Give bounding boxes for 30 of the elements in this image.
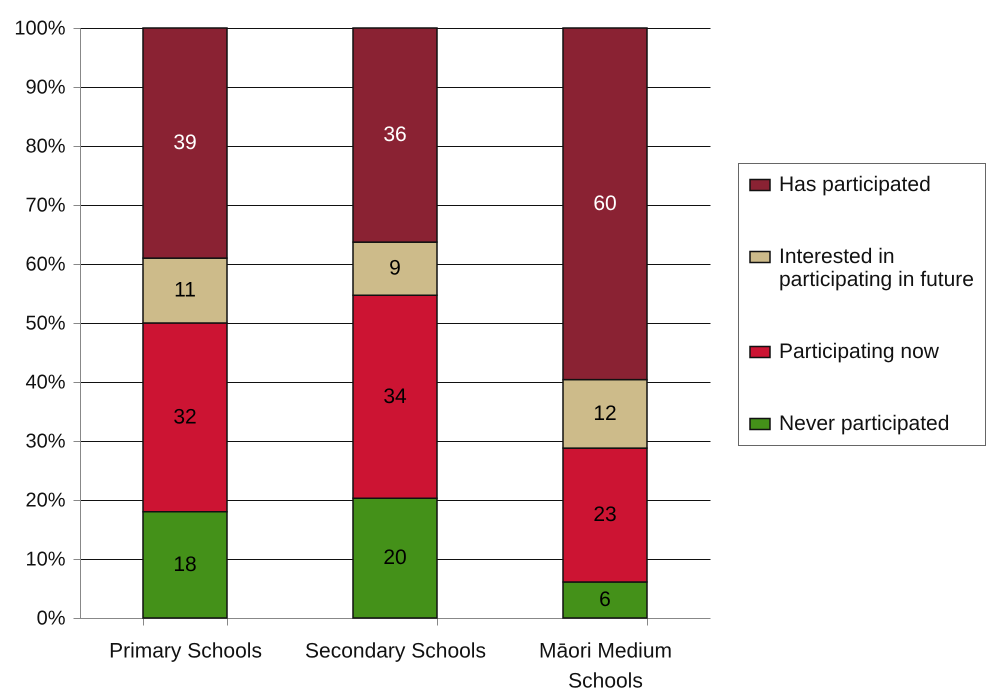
x-tick-label: Primary Schools: [109, 640, 262, 662]
y-tick-label: 10%: [25, 548, 66, 570]
y-tick-label: 30%: [25, 430, 66, 452]
y-tick-label: 70%: [25, 194, 66, 216]
y-tick-label: 40%: [25, 372, 66, 394]
legend-label: Never participated: [779, 412, 950, 435]
data-label: 6: [599, 588, 611, 612]
y-tick-label: 80%: [25, 136, 66, 158]
y-tick-label: 90%: [25, 76, 66, 98]
y-tick-label: 0%: [36, 608, 66, 630]
data-label: 12: [593, 402, 617, 425]
data-label: 23: [593, 503, 617, 526]
y-tick-label: 100%: [14, 18, 66, 40]
legend-label: Participating now: [779, 340, 940, 363]
data-label: 18: [173, 552, 197, 576]
data-label: 39: [173, 131, 197, 154]
data-label: 9: [389, 256, 401, 280]
data-label: 60: [593, 192, 617, 215]
y-tick-label: 20%: [25, 490, 66, 512]
legend-label: Interested in participating in future: [779, 245, 974, 291]
y-tick-label: 50%: [25, 312, 66, 334]
data-label: 34: [383, 384, 407, 408]
x-tick-label: Secondary Schools: [305, 640, 486, 662]
y-tick-label: 60%: [25, 254, 66, 276]
data-label: 32: [173, 405, 197, 428]
x-tick-label: Māori Medium Schools: [538, 640, 672, 689]
data-label: 36: [383, 123, 407, 146]
data-label: 20: [383, 546, 407, 570]
data-label: 11: [174, 278, 196, 302]
legend-label: Has participated: [779, 173, 931, 196]
